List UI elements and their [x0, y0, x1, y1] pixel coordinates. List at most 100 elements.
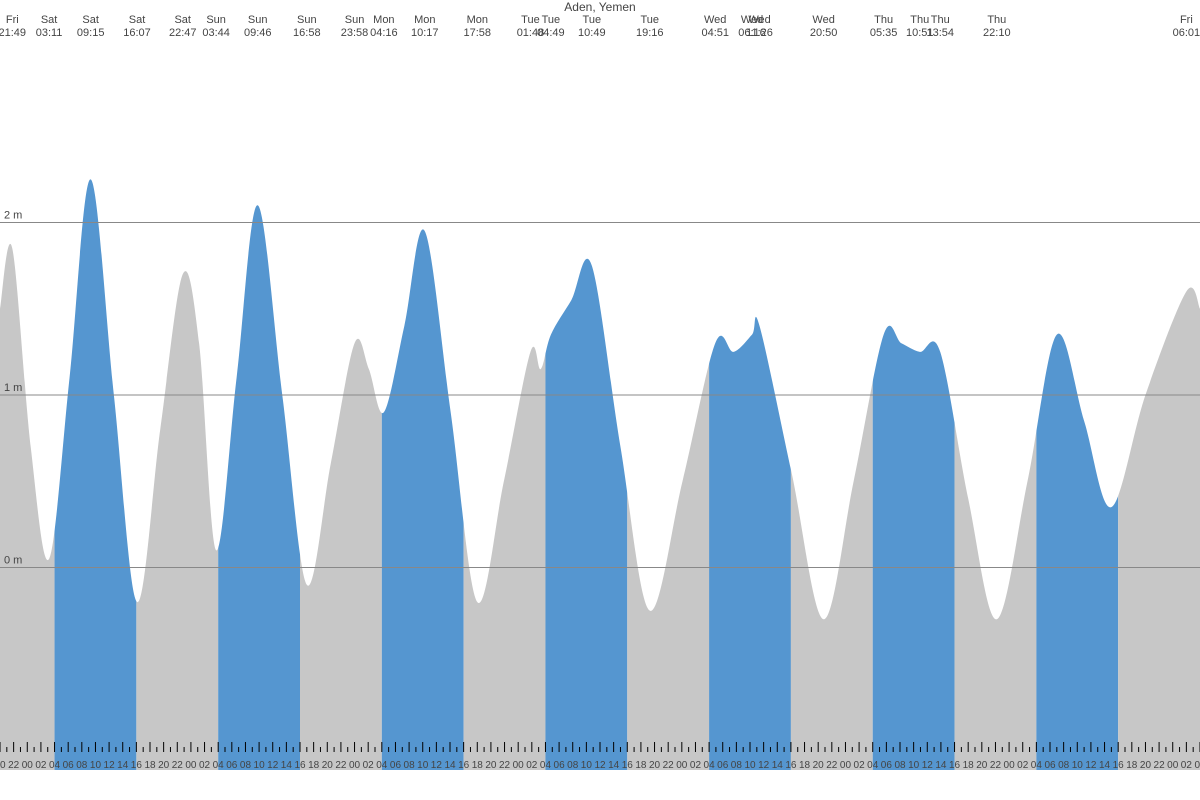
tide-event-time: 04:16	[370, 27, 398, 40]
x-tick-label: 00	[676, 760, 688, 770]
x-tick-label: 14	[117, 760, 129, 770]
x-tick-label: 10	[908, 760, 920, 770]
x-tick-label: 08	[731, 760, 743, 770]
x-tick-label: 00	[185, 760, 197, 770]
tide-event-day: Wed	[746, 14, 773, 27]
x-tick-label: 14	[608, 760, 620, 770]
x-tick-label: 08	[1058, 760, 1070, 770]
x-tick-label: 02	[854, 760, 866, 770]
y-axis-label: 0 m	[4, 555, 22, 567]
tide-event-day: Tue	[537, 14, 565, 27]
x-tick-label: 02	[1181, 760, 1193, 770]
tide-event-label: Wed20:50	[810, 14, 838, 40]
x-tick-label: 10	[254, 760, 266, 770]
tide-event-day: Sat	[77, 14, 105, 27]
tide-wave-svg: 0 m1 m2 m2022000204060810121416182022000…	[0, 50, 1200, 770]
x-tick-label: 06	[226, 760, 238, 770]
x-tick-label: 22	[172, 760, 184, 770]
x-tick-label: 00	[22, 760, 34, 770]
x-tick-label: 04	[376, 760, 388, 770]
x-tick-label: 20	[649, 760, 661, 770]
x-tick-label: 04	[704, 760, 716, 770]
tide-event-time: 21:49	[0, 27, 26, 40]
tide-event-day: Sat	[36, 14, 63, 27]
x-tick-label: 22	[499, 760, 511, 770]
tide-event-label: Mon10:17	[411, 14, 439, 40]
x-tick-label: 22	[8, 760, 20, 770]
x-tick-label: 04	[213, 760, 225, 770]
x-tick-label: 12	[922, 760, 934, 770]
x-tick-label: 20	[485, 760, 497, 770]
x-tick-label: 20	[976, 760, 988, 770]
x-tick-label: 20	[0, 760, 6, 770]
tide-event-label: Wed11:26	[746, 14, 773, 40]
x-tick-label: 12	[758, 760, 770, 770]
x-tick-label: 18	[308, 760, 320, 770]
plot-area: 0 m1 m2 m2022000204060810121416182022000…	[0, 50, 1200, 770]
x-tick-label: 12	[1085, 760, 1097, 770]
tide-event-day: Sun	[244, 14, 272, 27]
x-tick-label: 10	[417, 760, 429, 770]
x-tick-label: 16	[294, 760, 306, 770]
tide-event-time: 13:54	[926, 27, 954, 40]
tide-event-time: 22:10	[983, 27, 1011, 40]
x-tick-label: 08	[76, 760, 88, 770]
tide-event-time: 03:11	[36, 27, 63, 40]
x-tick-label: 20	[158, 760, 170, 770]
tide-event-label: Thu13:54	[926, 14, 954, 40]
x-tick-label: 02	[363, 760, 375, 770]
tide-event-label: Wed04:51	[701, 14, 729, 40]
tide-event-label: Mon04:16	[370, 14, 398, 40]
tide-event-time: 19:16	[636, 27, 664, 40]
tide-event-day: Sun	[341, 14, 369, 27]
x-tick-label: 20	[322, 760, 334, 770]
x-tick-label: 18	[472, 760, 484, 770]
x-tick-label: 14	[281, 760, 293, 770]
tide-event-label: Sat16:07	[123, 14, 151, 40]
x-tick-label: 06	[63, 760, 75, 770]
x-tick-label: 16	[622, 760, 634, 770]
x-tick-label: 22	[826, 760, 838, 770]
tide-event-label: Tue19:16	[636, 14, 664, 40]
x-tick-label: 00	[840, 760, 852, 770]
x-tick-label: 14	[935, 760, 947, 770]
y-axis-label: 2 m	[4, 210, 22, 222]
tide-event-time: 06:01	[1173, 27, 1200, 40]
tide-event-time: 05:35	[870, 27, 898, 40]
tide-event-time: 03:44	[202, 27, 230, 40]
x-tick-label: 08	[894, 760, 906, 770]
x-tick-label: 14	[772, 760, 784, 770]
x-tick-label: 04	[1031, 760, 1043, 770]
tide-event-day: Tue	[636, 14, 664, 27]
tide-event-label: Sat22:47	[169, 14, 197, 40]
x-tick-label: 08	[404, 760, 416, 770]
tide-event-day: Mon	[370, 14, 398, 27]
x-tick-label: 02	[526, 760, 538, 770]
x-tick-label: 18	[963, 760, 975, 770]
tide-event-time: 04:51	[701, 27, 729, 40]
tide-event-day: Wed	[810, 14, 838, 27]
tide-event-label: Fri06:01	[1173, 14, 1200, 40]
x-tick-label: 10	[744, 760, 756, 770]
x-tick-label: 18	[635, 760, 647, 770]
x-tick-label: 18	[144, 760, 156, 770]
x-tick-label: 06	[1044, 760, 1056, 770]
tide-event-day: Mon	[411, 14, 439, 27]
tide-event-day: Sun	[202, 14, 230, 27]
x-tick-label: 12	[594, 760, 606, 770]
x-tick-label: 06	[881, 760, 893, 770]
tide-event-label: Sun09:46	[244, 14, 272, 40]
tide-event-time: 23:58	[341, 27, 369, 40]
x-tick-label: 16	[131, 760, 143, 770]
x-tick-label: 16	[1113, 760, 1125, 770]
chart-title: Aden, Yemen	[564, 0, 635, 14]
x-tick-label: 04	[49, 760, 61, 770]
tide-event-label: Thu22:10	[983, 14, 1011, 40]
x-tick-label: 14	[444, 760, 456, 770]
tide-event-day: Thu	[983, 14, 1011, 27]
tide-event-time: 10:17	[411, 27, 439, 40]
x-tick-label: 06	[390, 760, 402, 770]
x-tick-label: 04	[867, 760, 879, 770]
tide-event-label: Tue10:49	[578, 14, 606, 40]
x-tick-label: 00	[1167, 760, 1179, 770]
